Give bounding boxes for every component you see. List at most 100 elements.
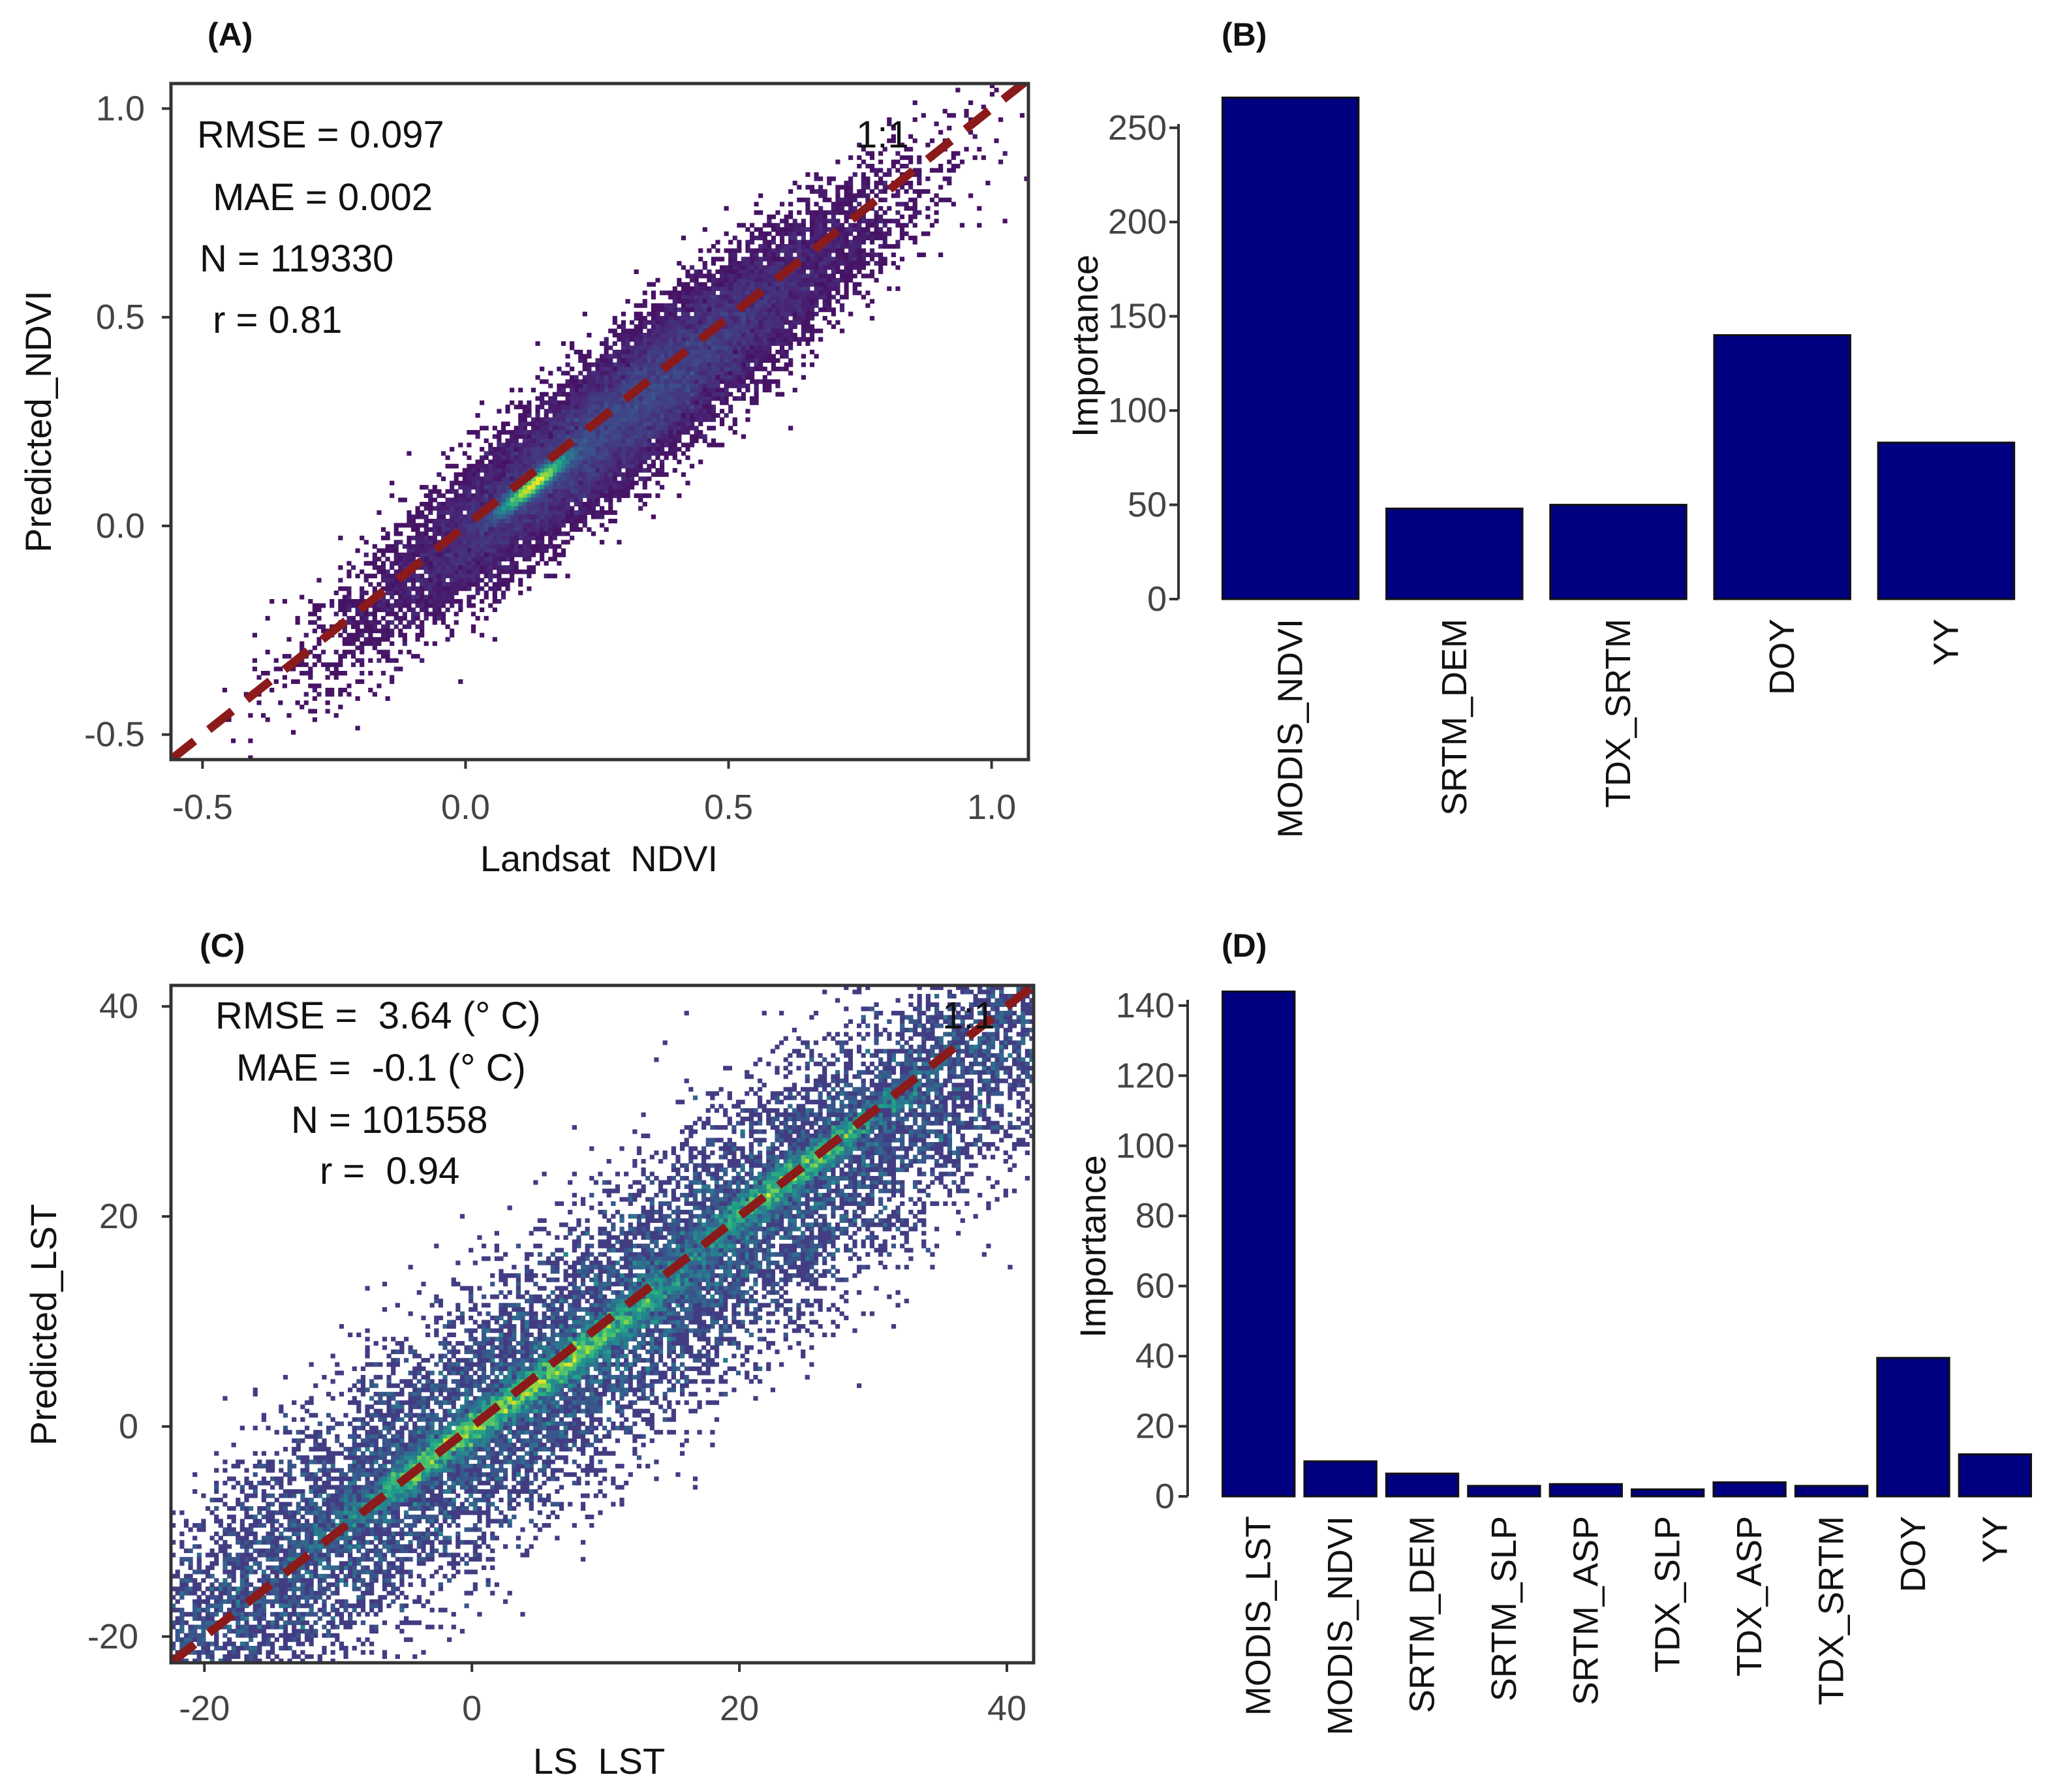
panel-a-density-cell bbox=[629, 400, 635, 405]
panel-a-density-cell bbox=[591, 379, 596, 384]
panel-a-density-cell bbox=[565, 451, 570, 456]
panel-c-density-cell bbox=[412, 1476, 418, 1481]
panel-b-y-tick: 150 bbox=[1108, 297, 1167, 336]
panel-a-density-cell bbox=[484, 455, 489, 460]
panel-a-density-cell bbox=[672, 422, 677, 427]
panel-c-density-cell bbox=[900, 1095, 905, 1100]
panel-a-density-cell bbox=[591, 371, 596, 376]
panel-a-density-cell bbox=[664, 333, 669, 338]
panel-a-density-cell bbox=[527, 540, 532, 545]
panel-c-density-cell bbox=[546, 1408, 551, 1414]
panel-a-density-cell bbox=[887, 227, 892, 232]
panel-a-density-cell bbox=[728, 307, 733, 313]
panel-a-density-cell bbox=[848, 189, 854, 194]
panel-a-density-cell bbox=[719, 282, 725, 287]
panel-a-density-cell bbox=[561, 480, 566, 486]
panel-a-density-cell bbox=[514, 463, 519, 469]
panel-a-density-cell bbox=[758, 286, 763, 291]
panel-a-density-cell bbox=[724, 206, 729, 211]
panel-c-density-cell bbox=[442, 1455, 448, 1460]
panel-a-density-cell bbox=[724, 358, 729, 363]
panel-a-density-cell bbox=[857, 231, 862, 236]
panel-a-density-cell bbox=[497, 544, 502, 549]
panel-a-density-cell bbox=[415, 637, 420, 642]
panel-a-density-cell bbox=[651, 388, 656, 393]
panel-a-density-cell bbox=[604, 388, 609, 393]
panel-a-density-cell bbox=[655, 438, 660, 443]
panel-a-density-cell bbox=[393, 591, 399, 596]
panel-a-density-cell bbox=[698, 316, 703, 321]
panel-a-density-cell bbox=[458, 514, 463, 519]
panel-a-density-cell bbox=[617, 489, 622, 494]
panel-a-density-cell bbox=[694, 349, 699, 354]
panel-a-density-cell bbox=[612, 388, 617, 393]
panel-a-density-cell bbox=[565, 362, 570, 367]
panel-a-density-cell bbox=[625, 493, 630, 499]
panel-a-density-cell bbox=[737, 366, 742, 371]
panel-a-density-cell bbox=[342, 607, 347, 612]
panel-a-density-cell bbox=[784, 227, 789, 232]
panel-a-density-cell bbox=[591, 451, 596, 456]
panel-c-density-cell bbox=[283, 1561, 288, 1566]
panel-a-density-cell bbox=[540, 480, 545, 486]
panel-a-density-cell bbox=[728, 248, 733, 253]
panel-a-density-cell bbox=[1024, 176, 1028, 181]
panel-a-density-cell bbox=[655, 358, 660, 363]
panel-a-density-cell bbox=[732, 349, 737, 354]
panel-a-density-cell bbox=[380, 632, 386, 638]
panel-a-density-cell bbox=[672, 299, 677, 304]
panel-a-density-cell bbox=[681, 396, 686, 401]
panel-a-density-cell bbox=[377, 637, 382, 642]
panel-a-density-cell bbox=[827, 286, 832, 291]
panel-a-density-cell bbox=[570, 392, 575, 397]
panel-a-density-cell bbox=[677, 328, 682, 333]
panel-a-density-cell bbox=[527, 531, 532, 536]
panel-a-density-cell bbox=[574, 375, 579, 380]
panel-a-density-cell bbox=[839, 210, 845, 215]
panel-a-density-cell bbox=[604, 349, 609, 354]
panel-a-density-cell bbox=[612, 396, 617, 401]
panel-a-density-cell bbox=[891, 138, 896, 144]
panel-a-density-cell bbox=[702, 375, 707, 380]
panel-a-density-cell bbox=[809, 227, 815, 232]
panel-a-density-cell bbox=[908, 236, 914, 241]
panel-a-density-cell bbox=[608, 396, 613, 401]
panel-a-density-cell bbox=[702, 341, 707, 347]
panel-a-density-cell bbox=[629, 409, 635, 414]
panel-a-density-cell bbox=[668, 320, 673, 325]
panel-a-density-cell bbox=[642, 480, 647, 486]
panel-c-density-cell bbox=[641, 1311, 646, 1316]
panel-a-density-cell bbox=[651, 383, 656, 388]
panel-a-density-cell bbox=[634, 269, 639, 274]
panel-a-density-cell bbox=[719, 341, 725, 347]
panel-a-density-cell bbox=[698, 371, 703, 376]
panel-a-density-cell bbox=[801, 316, 806, 321]
panel-a-density-cell bbox=[655, 429, 660, 435]
panel-a-density-cell bbox=[462, 514, 467, 519]
panel-a-density-cell bbox=[865, 253, 870, 258]
panel-a-density-cell bbox=[428, 548, 433, 553]
panel-a-density-cell bbox=[342, 641, 347, 646]
panel-a-density-cell bbox=[638, 422, 643, 427]
panel-a-density-cell bbox=[865, 185, 870, 190]
panel-a-density-cell bbox=[809, 324, 815, 330]
panel-a-density-cell bbox=[835, 248, 840, 253]
panel-a-density-cell bbox=[458, 544, 463, 549]
panel-a-density-cell bbox=[445, 489, 450, 494]
panel-a-density-cell bbox=[480, 476, 485, 482]
panel-a-density-cell bbox=[591, 468, 596, 473]
panel-a-density-cell bbox=[450, 595, 455, 600]
panel-a-x-axis: -0.5 0.0 0.5 1.0 bbox=[172, 760, 1016, 827]
panel-a-density-cell bbox=[385, 591, 390, 596]
panel-a-density-cell bbox=[432, 611, 437, 617]
panel-a-density-cell bbox=[844, 244, 849, 249]
panel-a-density-cell bbox=[767, 388, 772, 393]
panel-a-density-cell bbox=[737, 260, 742, 266]
panel-a-density-cell bbox=[612, 518, 617, 523]
panel-a-density-cell bbox=[604, 405, 609, 410]
panel-a-density-cell bbox=[470, 574, 476, 579]
panel-a-density-cell bbox=[497, 455, 502, 460]
panel-a-density-cell bbox=[501, 446, 506, 452]
panel-a-density-cell bbox=[724, 341, 729, 347]
panel-a-density-cell bbox=[570, 413, 575, 418]
